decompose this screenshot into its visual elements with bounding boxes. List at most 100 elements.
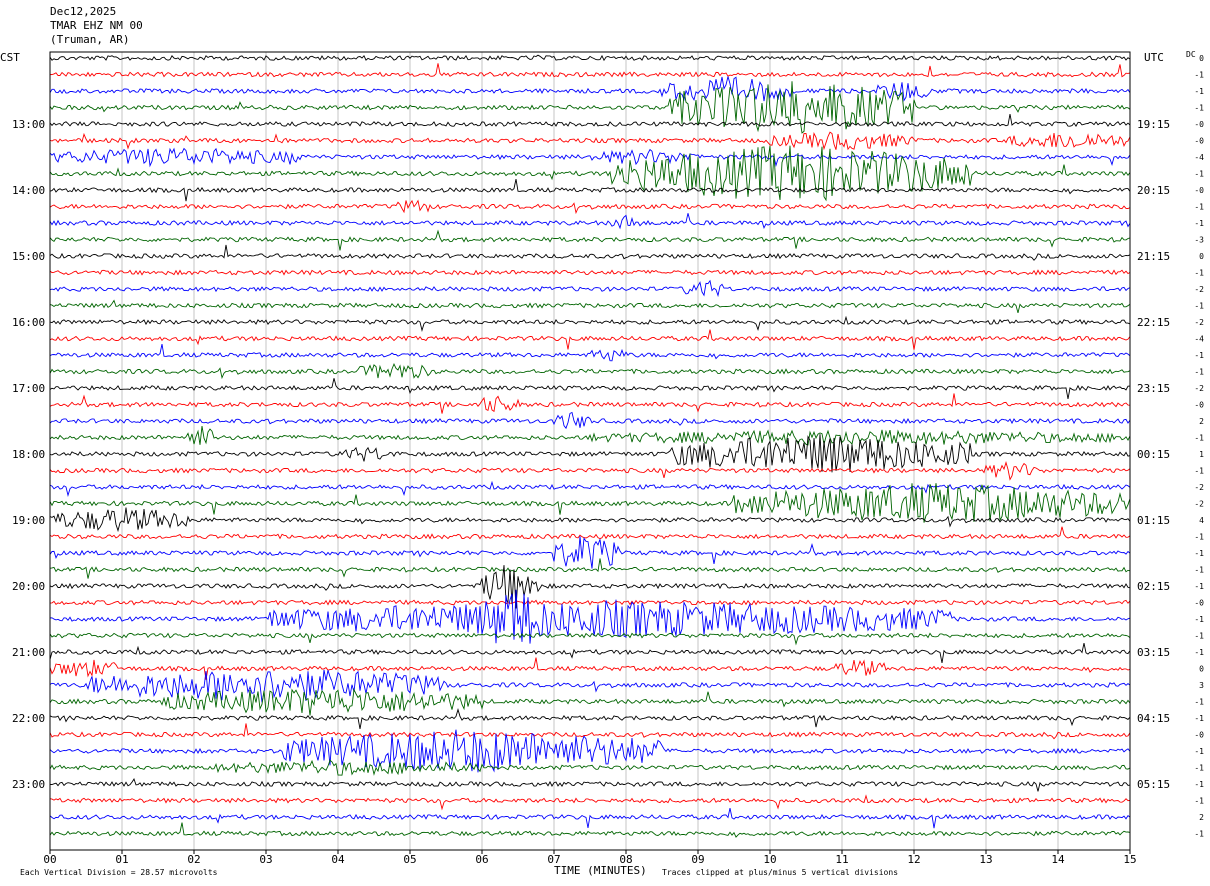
x-tick-label: 07 [547, 853, 560, 866]
hour-label-utc: 20:15 [1137, 184, 1170, 197]
dc-offset-value: -0 [1194, 401, 1204, 410]
trace-line [49, 808, 1131, 829]
dc-offset-value: -2 [1194, 285, 1204, 294]
trace-line [49, 411, 1131, 430]
dc-offset-value: -1 [1194, 780, 1204, 789]
trace-line [49, 393, 1131, 414]
trace-line [49, 344, 1131, 362]
trace-line [49, 669, 1131, 703]
trace-line [49, 565, 1131, 609]
hour-label-utc: 23:15 [1137, 382, 1170, 395]
dc-offset-value: -0 [1194, 186, 1204, 195]
dc-offset-value: -1 [1194, 203, 1204, 212]
dc-offset-value: 0 [1199, 54, 1204, 63]
dc-offset-value: -1 [1194, 714, 1204, 723]
dc-offset-value: -1 [1194, 830, 1204, 839]
trace-line [49, 426, 1131, 446]
trace-line [49, 244, 1131, 261]
x-tick-label: 11 [835, 853, 848, 866]
dc-offset-value: -0 [1194, 120, 1204, 129]
x-tick-label: 10 [763, 853, 776, 866]
dc-offset-value: 2 [1199, 417, 1204, 426]
hour-label-local: 18:00 [12, 448, 45, 461]
trace-line [49, 723, 1131, 740]
dc-offset-value: -1 [1194, 648, 1204, 657]
hour-label-utc: 19:15 [1137, 118, 1170, 131]
dc-offset-value: -1 [1194, 764, 1204, 773]
dc-offset-value: -1 [1194, 87, 1204, 96]
dc-offset-value: -4 [1194, 153, 1204, 162]
hour-label-local: 16:00 [12, 316, 45, 329]
trace-line [49, 213, 1131, 230]
dc-offset-value: 1 [1199, 450, 1204, 459]
trace-line [49, 536, 1131, 569]
station-code: TMAR EHZ NM 00 [50, 19, 143, 32]
hour-label-utc: 03:15 [1137, 646, 1170, 659]
trace-line [49, 483, 1131, 523]
station-location: (Truman, AR) [50, 33, 130, 46]
dc-offset-value: -1 [1194, 351, 1204, 360]
axis-labels: CST UTC DC 13:00 19:15 14:00 20:15 15:00 21:1… [0, 50, 1204, 839]
dc-offset-value: -0 [1194, 137, 1204, 146]
trace-line [49, 777, 1131, 792]
dc-offset-value: -1 [1194, 698, 1204, 707]
x-axis-title: TIME (MINUTES) [554, 864, 647, 877]
trace-line [49, 461, 1131, 481]
dc-offset-value: -1 [1194, 104, 1204, 113]
dc-offset-value: -1 [1194, 615, 1204, 624]
dc-offset-value: -1 [1194, 219, 1204, 228]
plot-frame [49, 51, 1131, 851]
trace-line [49, 114, 1131, 128]
dc-offset-value: 3 [1199, 681, 1204, 690]
trace-line [49, 229, 1131, 251]
plot-date: Dec12,2025 [50, 5, 117, 18]
trace-line [49, 526, 1131, 540]
x-tick-label: 08 [619, 853, 632, 866]
hour-label-utc: 22:15 [1137, 316, 1170, 329]
hour-label-utc: 02:15 [1137, 580, 1170, 593]
trace-line [49, 147, 1131, 168]
trace-line [49, 822, 1131, 838]
trace-line [49, 315, 1131, 333]
trace-line [49, 759, 1131, 776]
x-tick-label: 06 [475, 853, 488, 866]
x-tick-label: 05 [403, 853, 416, 866]
trace-line [49, 329, 1131, 350]
trace-line [49, 794, 1131, 811]
x-tick-label: 09 [691, 853, 704, 866]
trace-line [49, 632, 1131, 646]
dc-offset-value: 4 [1199, 516, 1204, 525]
dc-column-label: DC [1186, 50, 1196, 59]
dc-offset-value: -0 [1194, 731, 1204, 740]
dc-offset-value: -4 [1194, 335, 1204, 344]
x-tick-label: 15 [1123, 853, 1136, 866]
hour-label-utc: 01:15 [1137, 514, 1170, 527]
trace-line [49, 179, 1131, 202]
dc-offset-value: -2 [1194, 500, 1204, 509]
hour-label-local: 22:00 [12, 712, 45, 725]
x-tick-label: 13 [979, 853, 992, 866]
dc-offset-value: -1 [1194, 71, 1204, 80]
dc-offset-value: -3 [1194, 236, 1204, 245]
dc-offset-value: -1 [1194, 269, 1204, 278]
x-tick-label: 00 [43, 853, 56, 866]
hour-label-local: 15:00 [12, 250, 45, 263]
dc-offset-value: -1 [1194, 170, 1204, 179]
hour-label-utc: 05:15 [1137, 778, 1170, 791]
trace-line [49, 643, 1131, 663]
hour-label-utc: 04:15 [1137, 712, 1170, 725]
trace-line [49, 507, 1131, 533]
x-tick-label: 14 [1051, 853, 1065, 866]
x-tick-label: 04 [331, 853, 345, 866]
dc-offset-value: -0 [1194, 599, 1204, 608]
x-tick-label: 01 [115, 853, 128, 866]
right-timezone-label: UTC [1144, 51, 1164, 64]
dc-offset-value: -2 [1194, 318, 1204, 327]
hour-label-utc: 21:15 [1137, 250, 1170, 263]
trace-line [49, 362, 1131, 380]
dc-offset-value: -1 [1194, 533, 1204, 542]
vertical-scale-note: Each Vertical Division = 28.57 microvolt… [20, 868, 218, 877]
hour-label-local: 14:00 [12, 184, 45, 197]
x-tick-label: 02 [187, 853, 200, 866]
hour-label-local: 20:00 [12, 580, 45, 593]
